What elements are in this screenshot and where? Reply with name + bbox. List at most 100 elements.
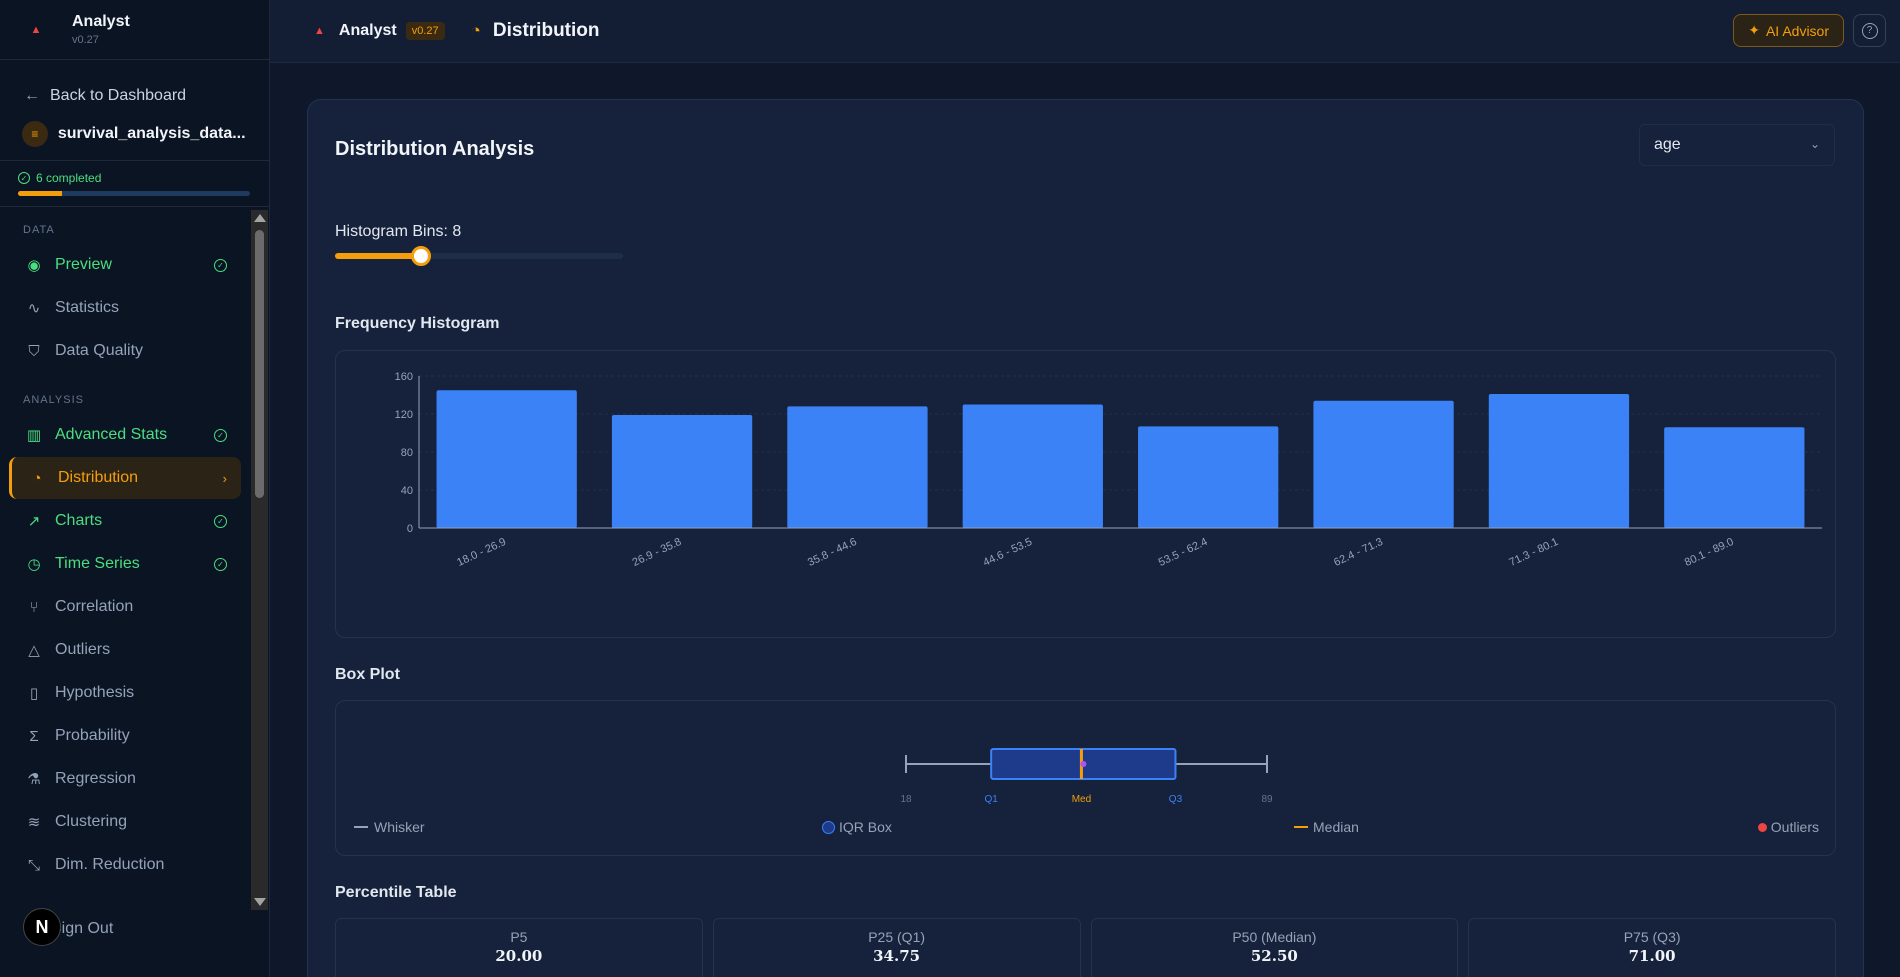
app-version: v0.27 xyxy=(72,34,99,46)
box-label-q3: Q3 xyxy=(1169,794,1183,805)
x-tick-label: 35.8 - 44.6 xyxy=(806,536,859,569)
back-label: Back to Dashboard xyxy=(50,87,187,104)
ai-advisor-label: AI Advisor xyxy=(1765,22,1829,39)
sidebar-item-label: Advanced Stats xyxy=(55,426,168,443)
top-bar: ▲ Analyst v0.27 ◔ Distribution ✦ AI Advi… xyxy=(270,0,1900,63)
histogram-bar xyxy=(787,406,928,528)
bins-slider[interactable] xyxy=(335,246,623,266)
sidebar-item-label: Regression xyxy=(55,770,136,787)
eye-icon: ◉ xyxy=(27,257,41,274)
shield-icon: ⛉ xyxy=(28,342,40,360)
boxplot-chart: 18 Q1 Med Q3 89 xyxy=(900,748,1273,805)
sidebar-item-data-quality[interactable]: ⛉ Data Quality xyxy=(9,330,241,372)
percentile-value: 20.00 xyxy=(495,947,543,965)
sidebar-item-clustering[interactable]: ≋ Clustering xyxy=(9,801,241,843)
iqr-swatch xyxy=(822,820,835,834)
sign-out-label: Sign Out xyxy=(51,920,114,937)
flask-icon: ⚗ xyxy=(27,771,41,788)
brand: ▲ Analyst v0.27 xyxy=(0,0,269,60)
percentile-value: 34.75 xyxy=(873,947,921,965)
sidebar-item-distribution[interactable]: ◔ Distribution › xyxy=(9,457,241,499)
histogram-bar xyxy=(962,404,1103,528)
sidebar-item-advanced-stats[interactable]: ▥ Advanced Stats ✓ xyxy=(9,414,241,456)
sidebar-item-charts[interactable]: ↗ Charts ✓ xyxy=(9,500,241,542)
percentile-value: 71.00 xyxy=(1628,947,1676,965)
x-tick-label: 26.9 - 35.8 xyxy=(631,536,684,569)
check-circle-icon: ✓ xyxy=(214,557,227,571)
box-label-max: 89 xyxy=(1261,794,1273,805)
progress-section: ✓ 6 completed xyxy=(0,160,269,207)
sign-out-button[interactable]: N Sign Out xyxy=(23,908,114,946)
histogram-bar xyxy=(1488,394,1630,528)
sidebar-item-probability[interactable]: Σ Probability xyxy=(9,715,241,757)
percentile-cell: P5 20.00 xyxy=(335,918,703,977)
scroll-up-icon[interactable] xyxy=(254,214,266,222)
sidebar-item-hypothesis[interactable]: ▯ Hypothesis xyxy=(9,672,241,714)
y-tick-label: 40 xyxy=(401,485,413,497)
x-tick-label: 71.3 - 80.1 xyxy=(1507,536,1560,569)
y-tick-label: 120 xyxy=(395,409,413,421)
distribution-card: Distribution Analysis age ⌄ Histogram Bi… xyxy=(307,99,1864,977)
sidebar-item-statistics[interactable]: ∿ Statistics xyxy=(9,287,241,329)
minimize-icon: ⤡ xyxy=(27,856,40,874)
legend-outliers: Outliers xyxy=(1757,819,1819,835)
clock-icon: ◷ xyxy=(27,556,41,573)
percentile-label: P50 (Median) xyxy=(1232,929,1317,945)
layers-icon: ≋ xyxy=(27,814,41,831)
percentile-value: 52.50 xyxy=(1250,947,1298,965)
sidebar-item-regression[interactable]: ⚗ Regression xyxy=(9,758,241,800)
column-select[interactable]: age ⌄ xyxy=(1639,124,1835,166)
scroll-down-icon[interactable] xyxy=(254,898,266,906)
progress-label: ✓ 6 completed xyxy=(18,171,251,185)
histogram-bar xyxy=(1664,427,1805,528)
legend-iqr-label: IQR Box xyxy=(839,819,892,835)
x-tick-label: 80.1 - 89.0 xyxy=(1683,536,1736,569)
median-swatch xyxy=(1294,826,1308,828)
sidebar-item-dim-reduction[interactable]: ⤡ Dim. Reduction xyxy=(9,844,241,886)
legend-iqr: IQR Box xyxy=(822,819,892,835)
database-icon: ≡ xyxy=(22,121,48,147)
sidebar-item-label: Preview xyxy=(55,256,112,273)
dataset-selector[interactable]: ≡ survival_analysis_data... xyxy=(0,116,269,152)
activity-icon: ∿ xyxy=(27,300,41,317)
scroll-thumb[interactable] xyxy=(255,230,264,498)
section-label: ANALYSIS xyxy=(23,394,84,406)
y-tick-label: 80 xyxy=(401,447,413,459)
progress-fill xyxy=(18,191,63,196)
trending-up-icon: ↗ xyxy=(27,513,41,530)
legend-median: Median xyxy=(1294,819,1359,835)
legend-median-label: Median xyxy=(1313,819,1359,835)
ai-advisor-button[interactable]: ✦ AI Advisor xyxy=(1733,14,1844,47)
back-to-dashboard-link[interactable]: ← Back to Dashboard xyxy=(0,76,269,116)
logo-icon: ▲ xyxy=(30,23,42,36)
sidebar-item-label: Distribution xyxy=(58,469,139,486)
bar-chart-icon: ▥ xyxy=(26,427,42,444)
main-area: ▲ Analyst v0.27 ◔ Distribution ✦ AI Advi… xyxy=(270,0,1900,977)
sidebar-item-time-series[interactable]: ◷ Time Series ✓ xyxy=(9,543,241,585)
histogram-bar xyxy=(1138,426,1279,528)
histogram-bar xyxy=(611,414,753,528)
sidebar-item-correlation[interactable]: ⑂ Correlation xyxy=(9,586,241,628)
sidebar-item-preview[interactable]: ◉ Preview ✓ xyxy=(9,244,241,286)
bins-slider-knob[interactable] xyxy=(411,246,432,266)
sidebar-item-outliers[interactable]: △ Outliers xyxy=(9,629,241,671)
legend-outliers-label: Outliers xyxy=(1770,819,1819,835)
sidebar-item-label: Outliers xyxy=(55,641,111,658)
sidebar-item-label: Statistics xyxy=(55,299,120,316)
x-tick-label: 44.6 - 53.5 xyxy=(981,536,1034,569)
sidebar: ▲ Analyst v0.27 ← Back to Dashboard ≡ su… xyxy=(0,0,270,977)
histogram-chart: 0 40 80 120 160 18.0 - 26.9 26.9 - 35.8 35.8 - … xyxy=(395,371,1822,569)
legend-whisker: Whisker xyxy=(354,819,425,835)
percentile-cell: P50 (Median) 52.50 xyxy=(1090,918,1459,977)
sidebar-item-label: Correlation xyxy=(55,598,134,615)
percentile-title: Percentile Table xyxy=(335,884,457,901)
boxplot-panel: 18 Q1 Med Q3 89 Whisker IQR Box Median xyxy=(335,700,1836,856)
help-button[interactable]: ? xyxy=(1853,14,1886,47)
histogram-panel: 0 40 80 120 160 18.0 - 26.9 26.9 - 35.8 35.8 - … xyxy=(335,350,1836,638)
test-tube-icon: ▯ xyxy=(29,685,39,702)
sidebar-scrollbar[interactable] xyxy=(251,210,268,910)
user-avatar[interactable]: N xyxy=(23,908,61,946)
check-circle-icon: ✓ xyxy=(214,514,227,528)
histogram-bar xyxy=(436,390,577,528)
alert-triangle-icon: △ xyxy=(28,642,40,659)
